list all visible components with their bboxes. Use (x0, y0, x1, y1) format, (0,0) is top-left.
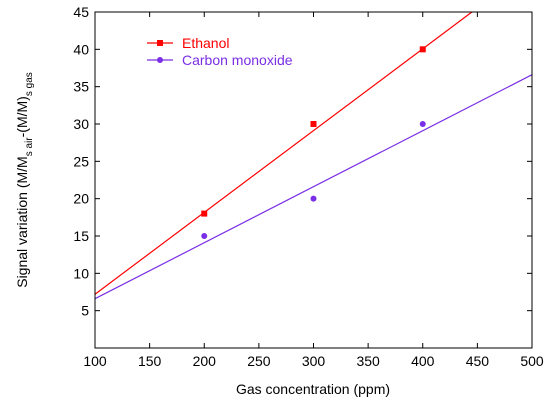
y-axis-title: Signal variation (M/Ms air-(M/M)s gas (14, 72, 35, 288)
x-tick-label: 250 (247, 353, 271, 369)
data-point-carbon-monoxide (419, 121, 426, 127)
plot-frame (94, 11, 533, 349)
fit-lines-layer (95, 12, 532, 300)
y-axis-title-middle: -(M/M (14, 101, 30, 138)
y-axis-title-sub-air: s air (24, 137, 35, 157)
data-point-ethanol (201, 210, 208, 217)
x-tick-label: 450 (466, 353, 490, 369)
y-tick-label: 25 (73, 153, 89, 169)
x-tick-label: 400 (411, 353, 435, 369)
y-axis-title-close: ) (14, 96, 30, 101)
fit-line-carbon-monoxide (95, 74, 532, 300)
y-axis-title-prefix: Signal variation (M/M (14, 156, 30, 288)
x-tick-label: 300 (302, 353, 326, 369)
data-point-carbon-monoxide (201, 233, 208, 239)
y-axis-title-sub-gas: s gas (24, 72, 35, 96)
x-tick-label: 100 (83, 353, 107, 369)
legend-label-carbon-monoxide: Carbon monoxide (182, 52, 293, 68)
y-tick-label: 15 (73, 228, 89, 244)
ticks-layer: 100 150 200 250 300 350 400 450 500 5 10 15 20 25 30 35… (73, 4, 543, 369)
data-point-ethanol (310, 121, 317, 127)
y-tick-label: 10 (73, 265, 89, 281)
y-tick-label: 30 (73, 116, 89, 132)
x-tick-label: 350 (356, 353, 380, 369)
y-tick-label: 45 (73, 4, 89, 20)
x-axis-title: Gas concentration (ppm) (236, 381, 390, 397)
points-layer (201, 46, 426, 239)
fit-line-ethanol (95, 12, 473, 295)
legend-label-ethanol: Ethanol (182, 35, 229, 51)
legend-marker-ethanol (157, 40, 163, 46)
data-point-carbon-monoxide (310, 195, 317, 202)
x-tick-label: 500 (520, 353, 544, 369)
legend-marker-carbon-monoxide (157, 57, 163, 63)
x-tick-label: 200 (193, 353, 217, 369)
y-tick-label: 5 (81, 303, 89, 319)
x-tick-label: 150 (138, 353, 162, 369)
data-point-ethanol (419, 46, 426, 53)
y-tick-label: 20 (73, 191, 89, 207)
y-tick-label: 35 (73, 79, 89, 95)
y-tick-label: 40 (73, 41, 89, 57)
